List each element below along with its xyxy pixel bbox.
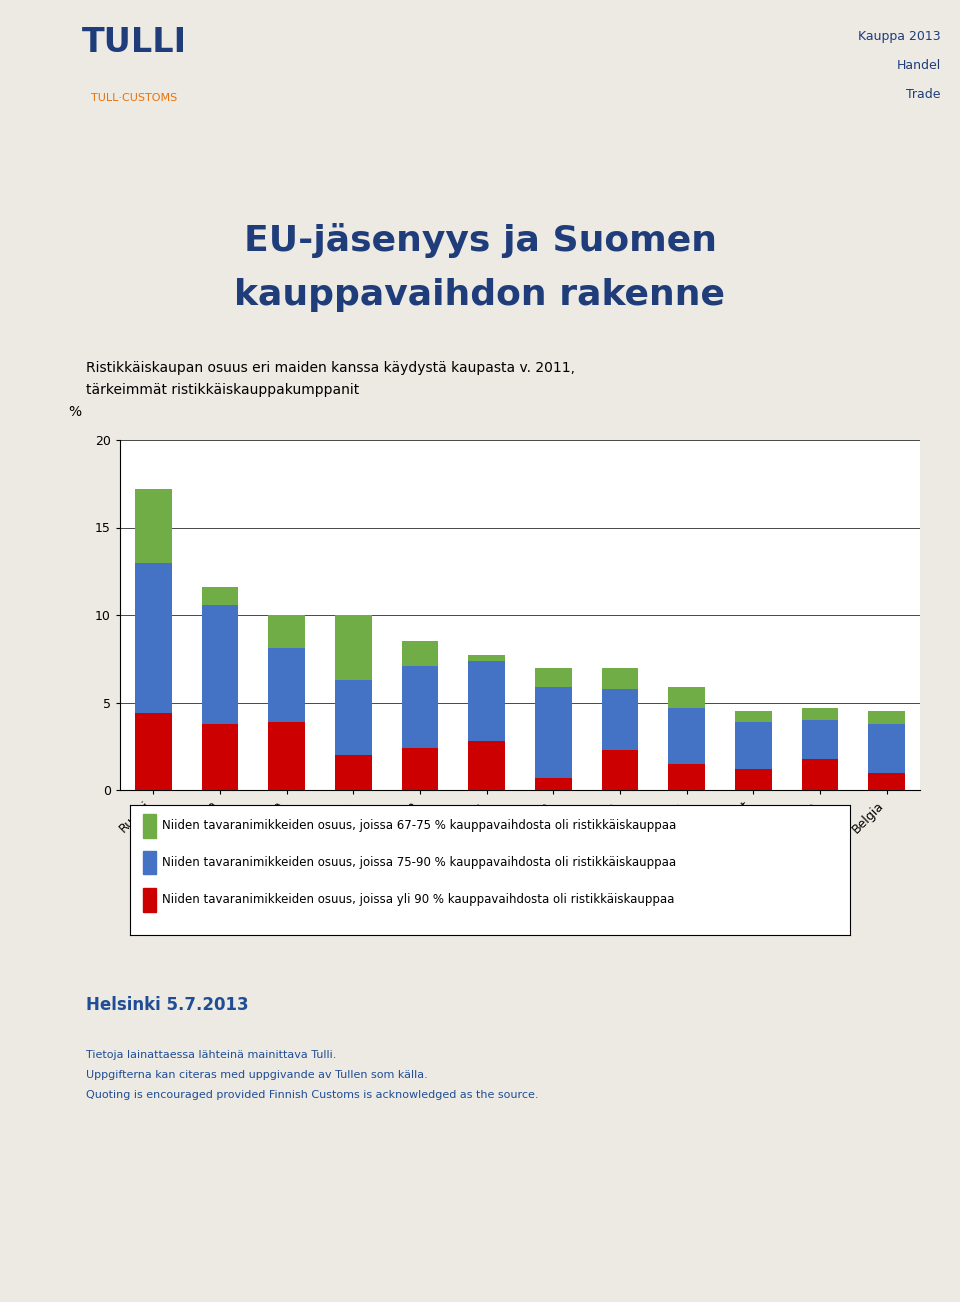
Bar bbox=[401, 642, 439, 665]
Bar bbox=[535, 686, 571, 777]
Bar bbox=[202, 724, 238, 790]
Text: Trade: Trade bbox=[906, 87, 941, 100]
Bar bbox=[468, 660, 505, 741]
Bar bbox=[602, 668, 638, 689]
Bar bbox=[735, 769, 772, 790]
Bar bbox=[269, 648, 305, 721]
Text: tärkeimmät ristikkäiskauppakumppanit: tärkeimmät ristikkäiskauppakumppanit bbox=[86, 383, 360, 397]
Text: Uppgifterna kan citeras med uppgivande av Tullen som källa.: Uppgifterna kan citeras med uppgivande a… bbox=[86, 1070, 428, 1079]
Bar bbox=[869, 711, 905, 724]
Text: Niiden tavaranimikkeiden osuus, joissa 75-90 % kauppavaihdosta oli ristikkäiskau: Niiden tavaranimikkeiden osuus, joissa 7… bbox=[161, 855, 676, 868]
Text: Helsinki 5.7.2013: Helsinki 5.7.2013 bbox=[86, 996, 249, 1014]
Bar bbox=[135, 490, 172, 562]
Bar bbox=[468, 655, 505, 660]
Bar bbox=[802, 708, 838, 720]
Bar bbox=[869, 772, 905, 790]
Bar bbox=[735, 711, 772, 721]
Bar bbox=[535, 668, 571, 686]
Text: TULLI: TULLI bbox=[82, 26, 187, 59]
Bar bbox=[269, 721, 305, 790]
Bar bbox=[202, 587, 238, 604]
Text: Niiden tavaranimikkeiden osuus, joissa 67-75 % kauppavaihdosta oli ristikkäiskau: Niiden tavaranimikkeiden osuus, joissa 6… bbox=[161, 819, 676, 832]
Bar bbox=[802, 759, 838, 790]
Bar bbox=[143, 850, 156, 874]
Bar bbox=[668, 708, 705, 764]
Bar bbox=[335, 680, 372, 755]
Bar bbox=[401, 665, 439, 749]
Text: %: % bbox=[68, 405, 82, 419]
Bar bbox=[869, 724, 905, 772]
Text: Kauppa 2013: Kauppa 2013 bbox=[858, 30, 941, 43]
Text: TULL·CUSTOMS: TULL·CUSTOMS bbox=[91, 92, 178, 103]
Bar bbox=[135, 562, 172, 713]
Text: Tietoja lainattaessa lähteinä mainittava Tulli.: Tietoja lainattaessa lähteinä mainittava… bbox=[86, 1049, 337, 1060]
Bar bbox=[602, 689, 638, 750]
Bar bbox=[143, 888, 156, 911]
Text: Niiden tavaranimikkeiden osuus, joissa yli 90 % kauppavaihdosta oli ristikkäiska: Niiden tavaranimikkeiden osuus, joissa y… bbox=[161, 893, 674, 906]
Bar bbox=[668, 764, 705, 790]
Bar bbox=[335, 755, 372, 790]
Bar bbox=[269, 615, 305, 648]
Text: Quoting is encouraged provided Finnish Customs is acknowledged as the source.: Quoting is encouraged provided Finnish C… bbox=[86, 1090, 539, 1100]
Bar bbox=[802, 720, 838, 759]
Bar bbox=[602, 750, 638, 790]
Bar bbox=[668, 686, 705, 708]
Bar bbox=[401, 749, 439, 790]
Text: EU-jäsenyys ja Suomen: EU-jäsenyys ja Suomen bbox=[244, 223, 716, 258]
Bar bbox=[468, 741, 505, 790]
Bar bbox=[202, 604, 238, 724]
Text: Handel: Handel bbox=[897, 59, 941, 72]
Text: Ristikkäiskaupan osuus eri maiden kanssa käydystä kaupasta v. 2011,: Ristikkäiskaupan osuus eri maiden kanssa… bbox=[86, 361, 575, 375]
Bar bbox=[335, 615, 372, 680]
Bar bbox=[535, 777, 571, 790]
Bar bbox=[135, 713, 172, 790]
Bar bbox=[143, 814, 156, 837]
Bar bbox=[735, 721, 772, 769]
Text: kauppavaihdon rakenne: kauppavaihdon rakenne bbox=[234, 279, 726, 312]
